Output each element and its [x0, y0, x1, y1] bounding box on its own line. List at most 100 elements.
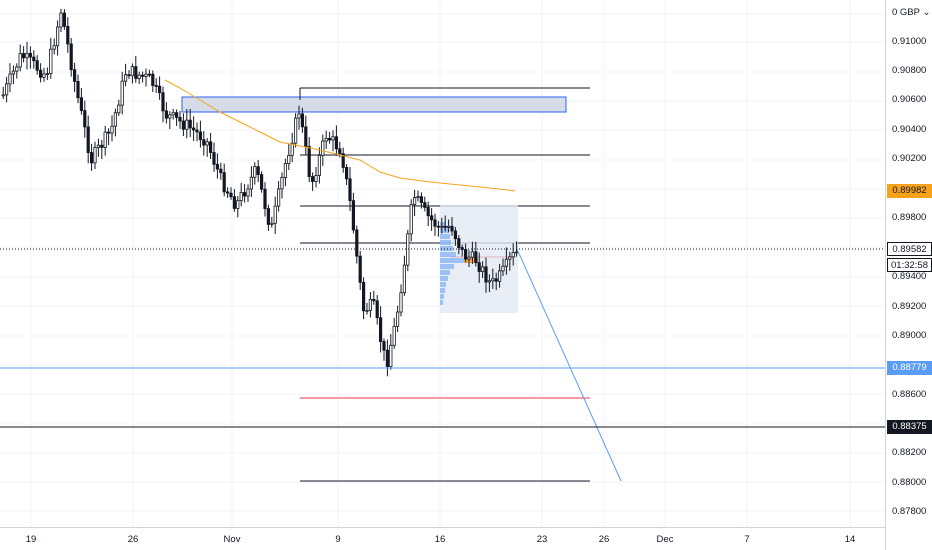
volume-profile-bar: [464, 258, 478, 263]
currency-text: 0 GBP: [892, 7, 920, 18]
candle-body: [93, 147, 97, 164]
candle-body: [429, 215, 434, 221]
candle-body: [5, 83, 9, 96]
candle-body: [515, 251, 519, 254]
volume-profile-bar: [440, 222, 446, 227]
candle-body: [338, 148, 342, 155]
candle-body: [124, 74, 128, 82]
candle-body: [365, 309, 369, 312]
volume-profile-bar: [440, 228, 448, 233]
candle-body: [171, 112, 175, 116]
candle-body: [161, 92, 165, 112]
current-price-label: 0.89582: [887, 242, 932, 256]
currency-label[interactable]: 0 GBP ⌄: [892, 7, 930, 18]
candle-body: [385, 349, 390, 367]
candle-body: [59, 12, 63, 28]
candle-body: [406, 233, 410, 266]
date-tick: Dec: [656, 534, 674, 545]
candle-body: [470, 251, 475, 258]
candle-body: [66, 25, 70, 45]
chart-pane[interactable]: [0, 0, 885, 527]
candle-body: [15, 66, 19, 72]
candle-body: [409, 204, 413, 235]
candle-body: [188, 119, 192, 129]
candle-body: [297, 113, 301, 119]
volume-profile-bar: [440, 240, 451, 245]
candle-body: [280, 177, 284, 190]
candle-body: [416, 196, 420, 199]
candle-body: [375, 300, 379, 319]
volume-profile-bar: [440, 300, 443, 305]
price-tick: 0.91000: [892, 36, 927, 47]
candle-body: [35, 60, 39, 71]
candle-body: [242, 192, 247, 197]
candle-body: [62, 12, 67, 27]
candle-body: [236, 200, 240, 209]
candle-body: [151, 73, 155, 86]
price-chart[interactable]: [0, 0, 885, 527]
time-axis[interactable]: 19 26 Nov 9 16 23 26 Dec 7 14: [0, 527, 885, 550]
candle-body: [399, 292, 403, 313]
candle-body: [477, 262, 481, 272]
price-tick: 0.89400: [892, 271, 927, 282]
candle-body: [56, 26, 60, 47]
volume-profile-bar: [440, 258, 464, 263]
countdown-label: 01:32:58: [887, 258, 932, 272]
candle-body: [334, 136, 339, 150]
candle-body: [52, 45, 56, 50]
candle-body: [378, 317, 383, 342]
candle-body: [331, 136, 335, 141]
candle-body: [28, 52, 33, 58]
candle-body: [440, 225, 444, 228]
price-tick: 0.90400: [892, 124, 927, 135]
candle-body: [467, 256, 471, 260]
candle-body: [49, 48, 53, 75]
grid: [0, 0, 885, 527]
candle-body: [168, 114, 172, 119]
date-tick: 23: [536, 534, 548, 545]
candle-body: [208, 141, 213, 153]
volume-profile-bar: [440, 246, 453, 251]
candle-body: [270, 222, 274, 225]
candle-body: [120, 80, 124, 106]
candle-body: [283, 163, 288, 178]
volume-profile-bar: [440, 270, 450, 275]
volume-profile: [440, 222, 478, 305]
candle-body: [147, 73, 151, 76]
candle-body: [198, 131, 202, 141]
candle-body: [266, 208, 271, 225]
price-tick: 0.90800: [892, 65, 927, 76]
candle-body: [249, 176, 253, 190]
candle-body: [25, 52, 29, 59]
price-tick: 0.89000: [892, 330, 927, 341]
candle-body: [351, 200, 356, 231]
price-tick: 0.89800: [892, 212, 927, 223]
candle-body: [443, 225, 447, 228]
candle-body: [276, 188, 281, 207]
candle-body: [300, 113, 305, 128]
candle-body: [501, 265, 505, 272]
candle-body: [215, 163, 219, 170]
candle-body: [395, 311, 400, 327]
candle-body: [310, 176, 315, 182]
candle-body: [290, 142, 294, 156]
candle-body: [508, 256, 512, 260]
candle-body: [212, 152, 216, 165]
candle-body: [358, 255, 362, 283]
candle-body: [372, 299, 376, 302]
price-tick: 0.88200: [892, 447, 927, 458]
candle-body: [491, 278, 495, 282]
candle-body: [205, 141, 209, 146]
price-axis[interactable]: 0 GBP ⌄ 0.91000 0.90800 0.90600 0.90400 …: [885, 0, 932, 550]
candle-body: [348, 178, 352, 202]
candle-body: [225, 191, 230, 194]
projected-trendline[interactable]: [516, 248, 622, 482]
candle-body: [232, 196, 236, 209]
candle-body: [412, 197, 417, 205]
supply-zone[interactable]: [181, 96, 567, 113]
candle-body: [263, 188, 267, 209]
candle-body: [191, 127, 196, 131]
moving-average-line: [164, 79, 516, 192]
candle-body: [392, 325, 396, 346]
volume-profile-bar: [440, 282, 446, 287]
